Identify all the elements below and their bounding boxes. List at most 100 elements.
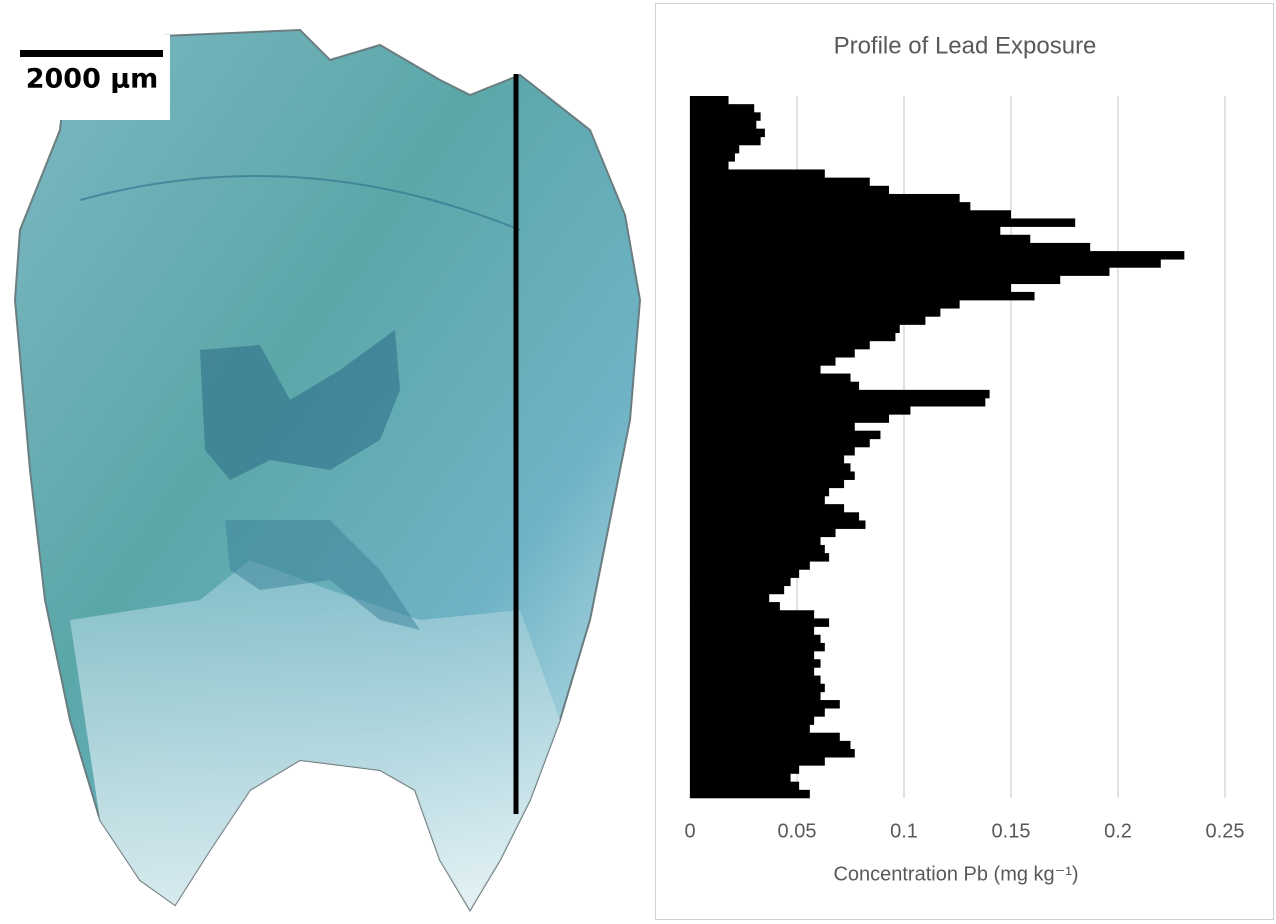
bar	[690, 610, 815, 619]
bar	[690, 430, 881, 440]
x-tick-label: 0.25	[1206, 820, 1245, 842]
bar	[690, 683, 825, 693]
bar	[690, 120, 757, 129]
bar	[690, 153, 735, 162]
pulp	[200, 330, 400, 480]
chart: Profile of Lead Exposure Concentration P…	[684, 32, 1244, 885]
bar	[690, 177, 870, 187]
bar	[690, 267, 1110, 276]
bar	[690, 471, 855, 480]
bar	[690, 185, 890, 195]
bar	[690, 169, 825, 178]
bar	[690, 602, 780, 611]
chart-title: Profile of Lead Exposure	[834, 32, 1097, 59]
bar	[690, 422, 855, 431]
bar	[690, 455, 845, 464]
bar	[690, 708, 825, 717]
bar	[690, 773, 791, 782]
bar	[690, 487, 830, 497]
bar	[690, 749, 855, 758]
bar	[690, 634, 821, 644]
bar	[690, 406, 911, 415]
bar	[690, 593, 770, 603]
bar	[690, 218, 1076, 227]
bar	[690, 495, 825, 505]
bar	[690, 528, 836, 538]
bar	[690, 300, 960, 309]
bar	[690, 438, 870, 448]
bar	[690, 536, 821, 546]
bar	[690, 324, 900, 334]
scale-bar-label: 2000 µm	[26, 64, 159, 95]
bar	[690, 275, 1061, 285]
bar	[690, 340, 870, 350]
bar	[690, 544, 825, 554]
bar	[690, 732, 840, 742]
bar	[690, 626, 815, 636]
bar	[690, 651, 815, 660]
x-axis-title: Concentration Pb (mg kg⁻¹)	[833, 863, 1078, 885]
bar	[690, 577, 791, 587]
bar	[690, 316, 926, 325]
bar	[690, 520, 866, 529]
bar	[690, 259, 1161, 268]
bar	[690, 463, 851, 472]
bar	[690, 144, 740, 154]
enamel-line	[79, 175, 521, 231]
bar	[690, 251, 1185, 260]
bar	[690, 308, 941, 317]
bar	[690, 104, 755, 113]
bar	[690, 504, 845, 513]
bar	[690, 561, 810, 570]
x-tick-label: 0.1	[890, 820, 918, 842]
bar	[690, 365, 821, 374]
bar	[690, 202, 971, 211]
bar	[690, 234, 1031, 244]
bar	[690, 398, 986, 407]
bar	[690, 291, 1035, 301]
bar	[690, 96, 729, 105]
bar	[690, 659, 821, 668]
bar	[690, 373, 851, 382]
tooth-image: 2000 µm	[10, 28, 642, 912]
bar	[690, 667, 815, 676]
bar	[690, 740, 851, 750]
bar	[690, 242, 1091, 252]
bar	[690, 136, 761, 146]
bar	[690, 757, 825, 766]
bar	[690, 789, 810, 799]
bar	[690, 512, 860, 521]
bar	[690, 389, 990, 399]
bar	[690, 210, 1011, 219]
bar	[690, 112, 761, 121]
bar	[690, 161, 729, 170]
bar	[690, 381, 860, 391]
scale-bar	[20, 50, 163, 57]
bar	[690, 414, 890, 423]
bar	[690, 716, 815, 725]
tooth-root	[70, 560, 560, 910]
bar	[690, 781, 800, 791]
bar	[690, 700, 840, 709]
bar	[690, 226, 1001, 236]
bar	[690, 765, 800, 774]
bar	[690, 479, 845, 489]
x-tick-label: 0.05	[778, 820, 817, 842]
bar	[690, 642, 825, 652]
bar	[690, 691, 821, 701]
bar	[690, 332, 896, 342]
bar	[690, 128, 765, 138]
bar	[690, 569, 800, 578]
bar	[690, 675, 821, 685]
bar	[690, 447, 855, 456]
bar	[690, 553, 830, 562]
bar	[690, 283, 1011, 293]
bar	[690, 349, 855, 358]
x-tick-label: 0.15	[992, 820, 1031, 842]
bar	[690, 357, 836, 366]
bar	[690, 193, 960, 203]
bar	[690, 618, 830, 627]
pulp-lower	[225, 520, 420, 630]
x-tick-label: 0	[684, 820, 695, 842]
